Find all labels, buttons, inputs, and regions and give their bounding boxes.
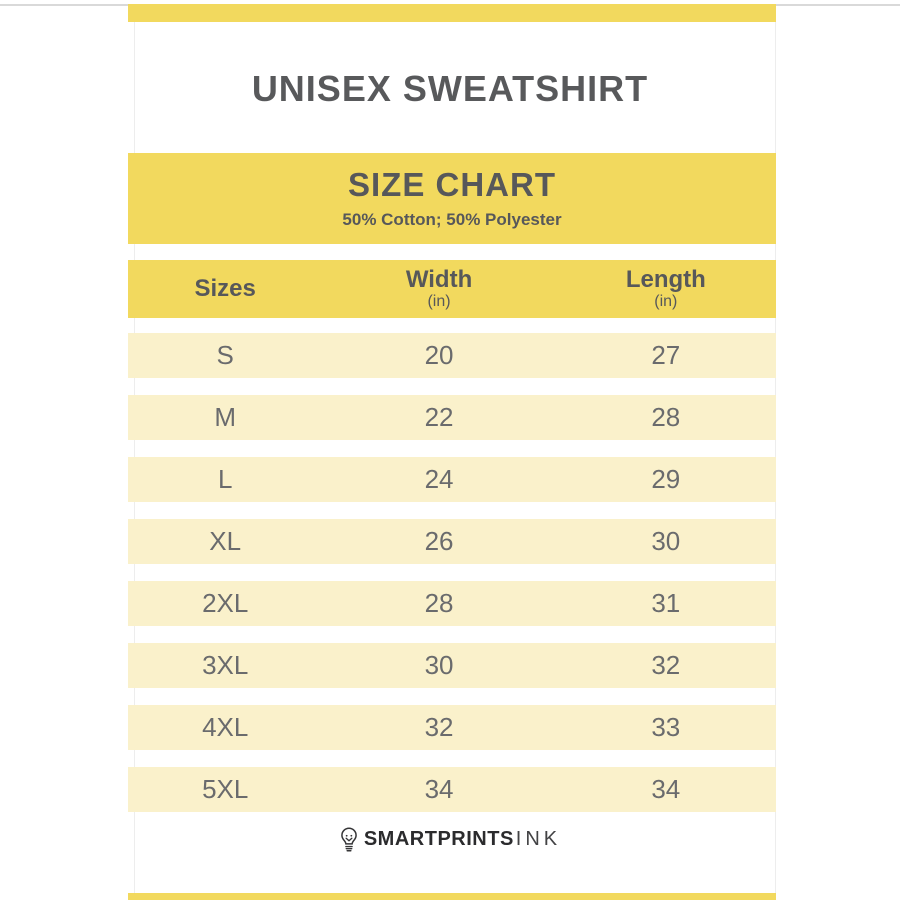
column-header-width: Width (in) [322,267,555,311]
length-cell: 27 [651,340,681,370]
length-cell: 34 [651,774,681,804]
table-row: L 24 29 [128,457,776,502]
column-unit: (in) [654,293,678,310]
size-chart-table-body: S 20 27 M 22 28 L 24 29 XL 26 30 2XL 28 … [128,333,776,829]
width-cell: 28 [424,588,454,618]
bottom-accent-bar [128,893,776,900]
fabric-composition: 50% Cotton; 50% Polyester [342,210,562,229]
size-chart-title: SIZE CHART [348,166,556,203]
table-row: M 22 28 [128,395,776,440]
length-cell: 33 [651,712,681,742]
column-label: Length [625,266,706,293]
length-cell: 28 [651,402,681,432]
column-label: Sizes [194,275,256,302]
size-chart-header-band: SIZE CHART 50% Cotton; 50% Polyester [128,153,776,244]
width-cell: 34 [424,774,454,804]
size-cell: S [216,340,234,370]
width-cell: 20 [424,340,454,370]
size-cell: 2XL [202,588,249,618]
brand-footer: SMARTPRINTS INK [0,826,900,853]
width-cell: 30 [424,650,454,680]
size-cell: XL [209,526,242,556]
column-header-sizes: Sizes [128,276,322,302]
brand-name-primary: SMARTPRINTS [363,828,514,850]
table-row: 2XL 28 31 [128,581,776,626]
table-row: XL 26 30 [128,519,776,564]
size-cell: M [214,402,237,432]
width-cell: 22 [424,402,454,432]
size-cell: 3XL [202,650,249,680]
column-header-length: Length (in) [556,267,776,311]
width-cell: 24 [424,464,454,494]
top-accent-bar [128,4,776,22]
column-unit: (in) [427,293,451,310]
table-row: 4XL 32 33 [128,705,776,750]
table-row: 5XL 34 34 [128,767,776,812]
page-title: UNISEX SWEATSHIRT [251,68,649,109]
table-header-row: Sizes Width (in) Length (in) [128,260,776,318]
size-cell: 5XL [202,774,249,804]
length-cell: 31 [651,588,681,618]
table-row: 3XL 30 32 [128,643,776,688]
size-cell: 4XL [202,712,249,742]
brand-name-secondary: INK [515,828,562,850]
width-cell: 32 [424,712,454,742]
table-row: S 20 27 [128,333,776,378]
lightbulb-icon [341,827,357,852]
size-cell: L [217,464,233,494]
length-cell: 30 [651,526,681,556]
length-cell: 32 [651,650,681,680]
width-cell: 26 [424,526,454,556]
column-label: Width [405,266,473,293]
length-cell: 29 [651,464,681,494]
